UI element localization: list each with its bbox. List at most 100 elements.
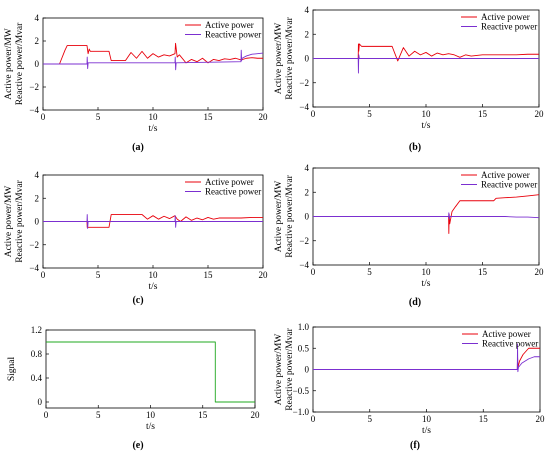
x-tick-label: 10 xyxy=(422,414,432,424)
x-tick-label: 10 xyxy=(149,270,159,280)
chart-panel-f: 0 5 10 15 20 −1.0 −0.5 0 0.5 1.0 t/s Active power/M… xyxy=(274,322,545,451)
series-line-reactive-power xyxy=(313,212,540,220)
y-tick-label: 0 xyxy=(305,54,310,64)
y-tick-label: 0 xyxy=(305,365,310,375)
series-line-reactive-power xyxy=(43,49,264,71)
x-tick-label: 0 xyxy=(41,270,46,280)
y-axis-label: Active power/MW xyxy=(4,28,14,100)
x-tick-label: 0 xyxy=(44,410,49,420)
legend-entry: Reactive power xyxy=(481,180,537,190)
series-line-signal xyxy=(46,341,255,403)
y-tick-label: 2 xyxy=(305,29,310,39)
x-axis-label: t/s xyxy=(422,121,431,131)
legend-entry: Active power xyxy=(482,329,531,339)
x-tick-label: 20 xyxy=(259,112,269,122)
y-axis-label: Signal xyxy=(7,357,17,382)
chart-panel-e: 0 5 10 15 20 0 0.4 0.8 1.2 t/s Signal (e) xyxy=(7,325,260,451)
y-tick-label: −4 xyxy=(299,260,309,270)
y-axis-label: Reactive power/Mvar xyxy=(285,16,295,99)
y-tick-label: −1.0 xyxy=(293,407,310,417)
legend-entry: Reactive power xyxy=(205,30,261,40)
y-tick-label: −4 xyxy=(29,263,39,273)
x-tick-label: 10 xyxy=(422,267,432,277)
x-axis-label: t/s xyxy=(422,426,431,436)
x-tick-label: 15 xyxy=(204,270,214,280)
x-tick-label: 5 xyxy=(368,414,373,424)
y-axis-label: Reactive power/Mvar xyxy=(285,174,295,257)
y-axis-label: Active power/MW xyxy=(4,186,14,258)
y-axis-label: Reactive power/Mvar xyxy=(15,179,25,262)
y-tick-label: 4 xyxy=(35,170,40,180)
y-tick-label: 0.5 xyxy=(298,343,310,353)
y-tick-label: −2 xyxy=(299,78,309,88)
y-tick-label: 0 xyxy=(38,397,43,407)
x-tick-label: 10 xyxy=(149,112,159,122)
x-tick-label: 0 xyxy=(41,112,46,122)
y-axis-label: Active power/MW xyxy=(274,334,284,406)
y-tick-label: −2 xyxy=(29,82,39,92)
y-tick-label: 2 xyxy=(35,193,40,203)
y-tick-label: 4 xyxy=(305,163,310,173)
y-axis-label: Active power/MW xyxy=(274,23,284,95)
x-tick-label: 5 xyxy=(367,109,372,119)
panel-label-c: (c) xyxy=(132,295,143,306)
x-tick-label: 20 xyxy=(536,414,546,424)
series-line-reactive-power xyxy=(313,343,540,373)
legend-entry: Active power xyxy=(205,177,254,187)
legend-entry: Active power xyxy=(481,12,530,22)
x-tick-label: 20 xyxy=(535,109,545,119)
y-tick-label: 4 xyxy=(305,5,310,15)
y-tick-label: −0.5 xyxy=(293,386,310,396)
y-axis-label: Reactive power/Mvar xyxy=(285,327,295,410)
x-tick-label: 5 xyxy=(96,410,101,420)
panel-label-e: (e) xyxy=(132,440,143,451)
x-tick-label: 15 xyxy=(479,414,489,424)
y-tick-label: 0.8 xyxy=(31,349,43,359)
legend-entry: Reactive power xyxy=(481,22,537,32)
series-line-active-power xyxy=(313,194,540,234)
x-axis-label: t/s xyxy=(422,279,431,289)
y-tick-label: −2 xyxy=(29,240,39,250)
panel-label-b: (b) xyxy=(409,142,421,153)
series-line-active-power xyxy=(43,42,263,65)
x-tick-label: 0 xyxy=(311,267,316,277)
series-line-reactive-power xyxy=(43,214,263,229)
y-tick-label: 2 xyxy=(35,36,40,46)
y-tick-label: 0 xyxy=(35,59,40,69)
x-tick-label: 20 xyxy=(251,410,261,420)
x-tick-label: 15 xyxy=(478,109,488,119)
x-axis-label: t/s xyxy=(149,124,158,134)
y-tick-label: −2 xyxy=(299,236,309,246)
y-tick-label: −4 xyxy=(299,102,309,112)
panel-label-f: (f) xyxy=(410,440,420,451)
y-tick-label: 2 xyxy=(305,187,310,197)
x-tick-label: 0 xyxy=(311,414,316,424)
x-tick-label: 5 xyxy=(96,112,101,122)
x-tick-label: 5 xyxy=(367,267,372,277)
series-line-active-power xyxy=(43,214,263,228)
x-tick-label: 5 xyxy=(96,270,101,280)
y-tick-label: 0 xyxy=(35,217,40,227)
legend-entry: Active power xyxy=(481,170,530,180)
legend-entry: Reactive power xyxy=(205,187,261,197)
x-tick-label: 0 xyxy=(311,109,316,119)
y-axis-label: Active power/MW xyxy=(274,181,284,253)
y-tick-label: 0 xyxy=(305,212,310,222)
y-tick-label: 1.0 xyxy=(298,322,310,332)
series-line-reactive-power xyxy=(313,54,539,74)
x-tick-label: 20 xyxy=(535,267,545,277)
y-tick-label: 1.2 xyxy=(31,325,42,335)
y-tick-label: 4 xyxy=(35,13,40,23)
y-axis-label: Reactive power/Mvar xyxy=(15,22,25,105)
x-tick-label: 20 xyxy=(259,270,269,280)
series-line-active-power xyxy=(313,347,540,370)
panel-label-d: (d) xyxy=(409,297,421,308)
x-tick-label: 15 xyxy=(478,267,488,277)
x-tick-label: 15 xyxy=(198,410,208,420)
x-axis-label: t/s xyxy=(146,422,155,432)
